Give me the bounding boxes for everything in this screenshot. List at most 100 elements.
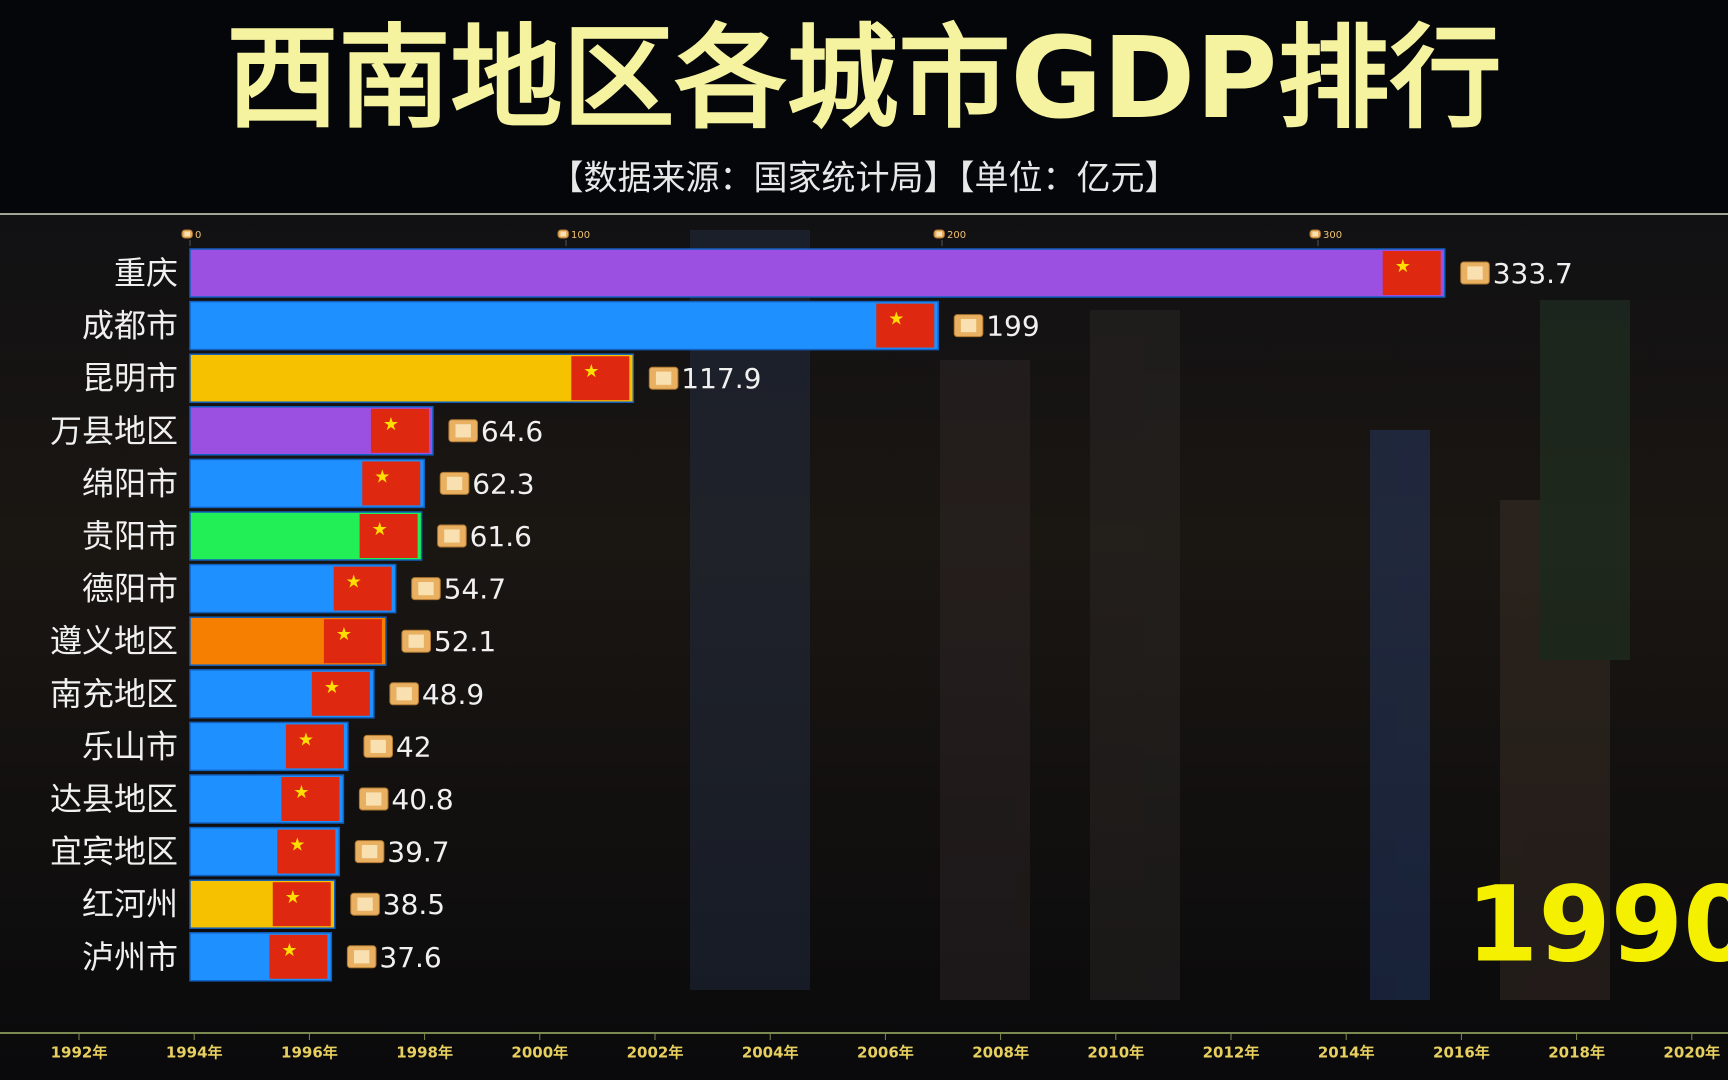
value-label: 199 xyxy=(986,310,1039,343)
chart-title: 西南地区各城市GDP排行 xyxy=(227,14,1502,144)
flag-star: ★ xyxy=(374,466,390,487)
x-tick-label: 100 xyxy=(571,230,590,241)
bar xyxy=(189,353,635,403)
flag xyxy=(281,777,340,821)
coin-icon-inner xyxy=(936,231,942,237)
value-label: 61.6 xyxy=(470,520,532,553)
flag xyxy=(323,619,382,664)
value-label: 42 xyxy=(396,730,432,763)
coin-icon-inner xyxy=(184,231,190,237)
coin-icon-inner xyxy=(1467,266,1483,280)
timeline-label: 2010年 xyxy=(1087,1044,1144,1062)
timeline-label: 2014年 xyxy=(1318,1044,1375,1062)
flag xyxy=(277,829,336,874)
flag xyxy=(1382,251,1441,295)
coin-icon-inner xyxy=(446,476,463,490)
flag xyxy=(359,514,418,558)
y-tick-label: 乐山市 xyxy=(82,727,178,765)
coin-icon-inner xyxy=(960,319,977,333)
y-tick-label: 红河州 xyxy=(82,885,178,923)
timeline-label: 2020年 xyxy=(1663,1044,1720,1062)
timeline-label: 1996年 xyxy=(281,1044,338,1062)
value-label: 52.1 xyxy=(434,625,496,658)
value-label: 62.3 xyxy=(472,467,534,500)
y-tick-label: 重庆 xyxy=(114,254,178,292)
coin-icon-inner xyxy=(455,424,471,438)
coin-icon-inner xyxy=(655,371,672,385)
bar xyxy=(189,248,1446,298)
x-tick-label: 300 xyxy=(1323,230,1342,241)
y-tick-label: 成都市 xyxy=(82,307,178,345)
flag-star: ★ xyxy=(383,414,399,435)
flag xyxy=(370,408,429,453)
y-tick-label: 昆明市 xyxy=(82,359,178,397)
coin-icon-inner xyxy=(366,792,382,806)
value-label: 333.7 xyxy=(1493,257,1573,290)
year-label: 1990年 xyxy=(1466,863,1728,985)
timeline-label: 2012年 xyxy=(1203,1044,1260,1062)
coin-icon-inner xyxy=(361,845,378,859)
flag xyxy=(285,724,344,769)
flag-star: ★ xyxy=(324,677,340,698)
value-label: 39.7 xyxy=(387,836,449,869)
flag xyxy=(362,461,421,506)
flag xyxy=(311,671,370,716)
coin-icon-inner xyxy=(357,897,373,911)
value-label: 117.9 xyxy=(681,362,761,395)
value-label: 48.9 xyxy=(422,678,484,711)
y-tick-label: 达县地区 xyxy=(50,780,178,818)
flag xyxy=(571,356,630,401)
flag-star: ★ xyxy=(285,887,301,908)
value-label: 38.5 xyxy=(383,888,445,921)
value-label: 40.8 xyxy=(391,783,453,816)
y-tick-label: 遵义地区 xyxy=(50,622,178,660)
flag-star: ★ xyxy=(888,309,904,330)
timeline-label: 1998年 xyxy=(396,1044,453,1062)
flag xyxy=(269,934,328,979)
y-tick-label: 贵阳市 xyxy=(82,517,178,555)
value-label: 37.6 xyxy=(379,941,441,974)
header-bg xyxy=(0,0,1728,214)
chart-subtitle: 【数据来源：国家统计局】【单位：亿元】 xyxy=(550,159,1179,199)
x-tick-label: 0 xyxy=(195,230,201,241)
flag-star: ★ xyxy=(336,624,352,645)
flag-star: ★ xyxy=(289,835,305,856)
skyline xyxy=(690,230,1630,1000)
flag xyxy=(333,566,392,611)
flag-star: ★ xyxy=(298,729,314,750)
timeline-label: 1994年 xyxy=(166,1044,223,1062)
value-label: 64.6 xyxy=(481,415,543,448)
flag-star: ★ xyxy=(346,572,362,593)
y-tick-label: 绵阳市 xyxy=(82,464,178,502)
y-tick-label: 万县地区 xyxy=(50,412,178,450)
coin-icon-inner xyxy=(353,950,370,964)
timeline-label: 2006年 xyxy=(857,1044,914,1062)
flag-star: ★ xyxy=(1395,256,1411,277)
flag-star: ★ xyxy=(583,361,599,382)
coin-icon-inner xyxy=(1312,231,1318,237)
y-tick-label: 南充地区 xyxy=(50,675,178,713)
coin-icon-inner xyxy=(418,582,434,596)
y-tick-label: 泸州市 xyxy=(82,938,178,976)
flag-star: ★ xyxy=(372,519,388,540)
timeline-label: 2008年 xyxy=(972,1044,1029,1062)
coin-icon-inner xyxy=(444,529,460,543)
timeline-label: 2018年 xyxy=(1548,1044,1605,1062)
timeline-label: 2016年 xyxy=(1433,1044,1490,1062)
coin-icon-inner xyxy=(408,634,424,648)
y-tick-label: 德阳市 xyxy=(82,570,178,608)
timeline-label: 1992年 xyxy=(51,1044,108,1062)
x-tick-label: 200 xyxy=(947,230,966,241)
coin-icon-inner xyxy=(396,687,412,701)
flag xyxy=(876,303,935,348)
coin-icon-inner xyxy=(370,739,386,753)
flag-star: ★ xyxy=(293,782,309,803)
timeline-label: 2002年 xyxy=(627,1044,684,1062)
bar xyxy=(189,300,939,351)
coin-icon-inner xyxy=(560,231,566,237)
flag xyxy=(272,882,331,927)
timeline-label: 2004年 xyxy=(742,1044,799,1062)
flag-star: ★ xyxy=(281,940,297,961)
